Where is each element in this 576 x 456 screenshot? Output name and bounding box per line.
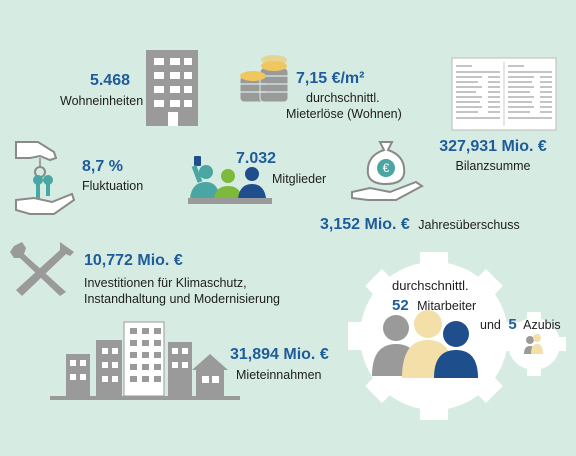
balance-sheet-icon bbox=[451, 57, 557, 131]
members-stat: 7.032 Mitglieder bbox=[236, 150, 326, 186]
investments-stat: 10,772 Mio. € Investitionen für Klimasch… bbox=[84, 252, 280, 306]
rent-label-2: Mieterlöse (Wohnen) bbox=[286, 107, 402, 121]
building-icon bbox=[146, 50, 198, 126]
rent-income-stat: 31,894 Mio. € Mieteinnahmen bbox=[230, 346, 329, 382]
investments-label-1: Investitionen für Klimaschutz, bbox=[84, 276, 247, 290]
apprentices-value: 5 bbox=[508, 316, 517, 333]
employees-value: 52 bbox=[392, 297, 409, 314]
employees-label: Mitarbeiter bbox=[417, 299, 477, 313]
hand-keys-icon bbox=[15, 141, 76, 215]
apprentices-and: und bbox=[480, 318, 501, 332]
rent-income-label: Mieteinnahmen bbox=[236, 368, 322, 382]
units-stat: 5.468 Wohneinheiten bbox=[60, 72, 144, 108]
investments-label-2: Instandhaltung und Modernisierung bbox=[84, 292, 280, 306]
members-label: Mitglieder bbox=[272, 172, 327, 186]
fluctuation-value: 8,7 % bbox=[82, 158, 123, 175]
balance-label: Bilanzsumme bbox=[455, 159, 531, 173]
balance-value: 327,931 Mio. € bbox=[439, 138, 547, 155]
rent-label-1: durchschnittl. bbox=[306, 91, 380, 105]
money-bag-hand-icon: € bbox=[351, 141, 424, 201]
investments-value: 10,772 Mio. € bbox=[84, 252, 183, 269]
fluctuation-label: Fluktuation bbox=[82, 179, 144, 193]
employees-prefix: durchschnittl. bbox=[392, 278, 469, 293]
rent-stat: 7,15 €/m² durchschnittl. Mieterlöse (Woh… bbox=[286, 70, 402, 121]
apprentices-label: Azubis bbox=[523, 318, 561, 332]
gear-team-icon bbox=[348, 252, 566, 420]
surplus-value: 3,152 Mio. € bbox=[320, 216, 410, 233]
balance-stat: 327,931 Mio. € Bilanzsumme bbox=[430, 138, 556, 173]
rent-income-value: 31,894 Mio. € bbox=[230, 346, 329, 363]
surplus-stat: 3,152 Mio. € Jahresüberschuss bbox=[320, 216, 520, 234]
apprentices-stat: und 5 Azubis bbox=[480, 316, 561, 334]
svg-text:€: € bbox=[383, 161, 390, 175]
units-value: 5.468 bbox=[89, 72, 130, 89]
coins-icon bbox=[239, 55, 289, 103]
employees-stat: durchschnittl. 52 Mitarbeiter bbox=[392, 278, 476, 315]
surplus-label: Jahresüberschuss bbox=[418, 218, 520, 232]
members-value: 7.032 bbox=[236, 150, 277, 167]
people-group-icon bbox=[188, 156, 272, 204]
rent-value: 7,15 €/m² bbox=[296, 70, 365, 87]
city-buildings-icon bbox=[50, 321, 240, 400]
fluctuation-stat: 8,7 % Fluktuation bbox=[82, 158, 143, 193]
tools-icon bbox=[10, 242, 74, 296]
units-label: Wohneinheiten bbox=[60, 94, 144, 108]
